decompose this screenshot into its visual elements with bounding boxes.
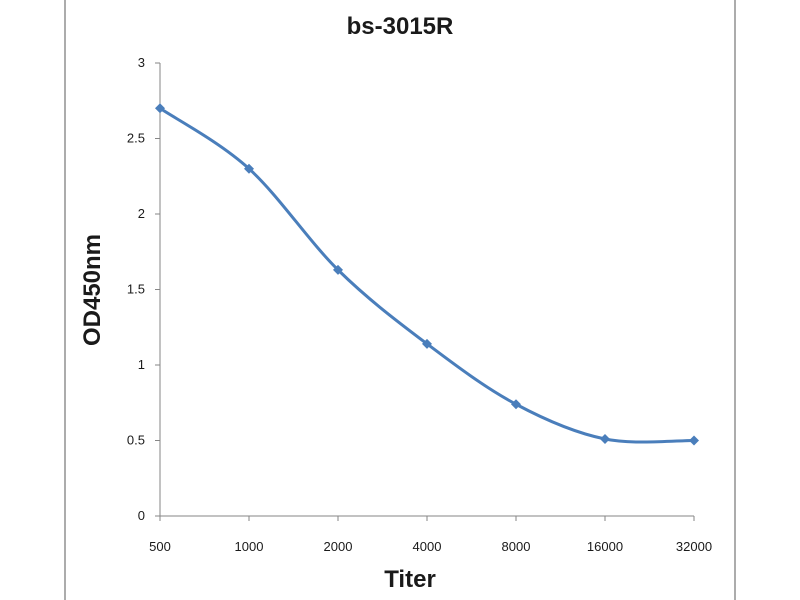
data-point-marker	[511, 399, 521, 410]
y-tick-label: 1	[138, 357, 145, 372]
x-tick-label: 32000	[676, 539, 712, 554]
x-tick-label: 1000	[235, 539, 264, 554]
x-tick-label: 4000	[413, 539, 442, 554]
chart-title: bs-3015R	[347, 13, 454, 40]
data-point-marker	[600, 433, 610, 444]
y-tick-label: 2	[138, 206, 145, 221]
y-tick-label: 3	[138, 55, 145, 70]
series-line	[158, 106, 696, 444]
y-tick-label: 2.5	[127, 131, 145, 146]
data-point-marker	[333, 264, 343, 275]
series-group	[155, 103, 699, 446]
y-tick-label: 0	[138, 508, 145, 523]
y-axis-ticks: 0 0.5 1 1.5 2 2.5 3	[127, 55, 160, 523]
y-tick-label: 0.5	[127, 433, 145, 448]
y-tick-label: 1.5	[127, 282, 145, 297]
x-tick-label: 500	[149, 539, 171, 554]
x-tick-label: 16000	[587, 539, 623, 554]
x-axis-ticks: 500 1000 2000 4000 8000 16000 32000	[149, 516, 712, 554]
x-tick-label: 8000	[502, 539, 531, 554]
x-axis-title: Titer	[384, 566, 436, 593]
y-axis-title: OD450nm	[79, 234, 106, 346]
x-tick-label: 2000	[324, 539, 353, 554]
data-point-marker	[689, 435, 699, 446]
data-point-marker	[244, 163, 254, 174]
data-point-marker	[155, 103, 165, 114]
data-point-marker	[422, 338, 432, 349]
